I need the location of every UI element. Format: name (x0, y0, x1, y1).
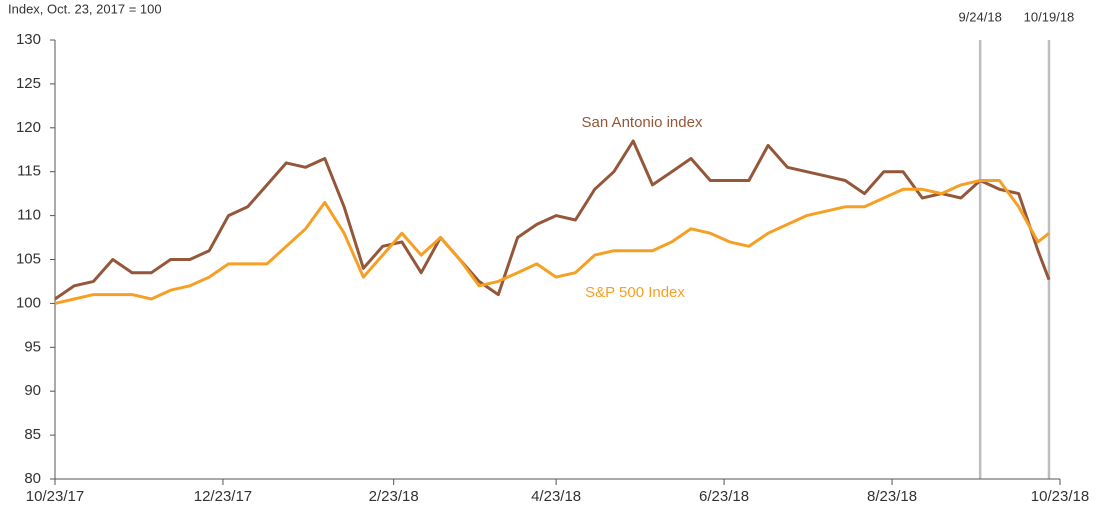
x-tick-label: 4/23/18 (531, 488, 581, 505)
y-tick-label: 85 (24, 426, 41, 443)
series-label: San Antonio index (582, 114, 703, 131)
y-tick-label: 125 (16, 75, 41, 92)
y-tick-label: 95 (24, 338, 41, 355)
y-tick-label: 115 (17, 163, 41, 180)
y-tick-label: 110 (17, 207, 41, 224)
x-tick-label: 8/23/18 (867, 488, 917, 505)
line-series (54, 179, 1050, 305)
y-tick-label: 120 (16, 119, 41, 136)
x-tick-label: 10/23/18 (1031, 488, 1089, 505)
reference-label: 10/19/18 (1024, 9, 1075, 24)
x-tick-label: 12/23/17 (194, 488, 252, 505)
x-tick-label: 10/23/17 (26, 488, 84, 505)
y-tick-label: 130 (16, 31, 41, 48)
x-tick-label: 2/23/18 (369, 488, 419, 505)
y-axis-title: Index, Oct. 23, 2017 = 100 (8, 1, 162, 16)
y-tick-label: 105 (16, 250, 41, 267)
reference-label: 9/24/18 (958, 9, 1001, 24)
y-tick-label: 80 (24, 470, 41, 487)
line-series (54, 139, 1051, 301)
y-tick-label: 90 (24, 382, 41, 399)
y-tick-label: 100 (16, 294, 41, 311)
series-label: S&P 500 Index (585, 284, 685, 301)
x-tick-label: 6/23/18 (699, 488, 749, 505)
